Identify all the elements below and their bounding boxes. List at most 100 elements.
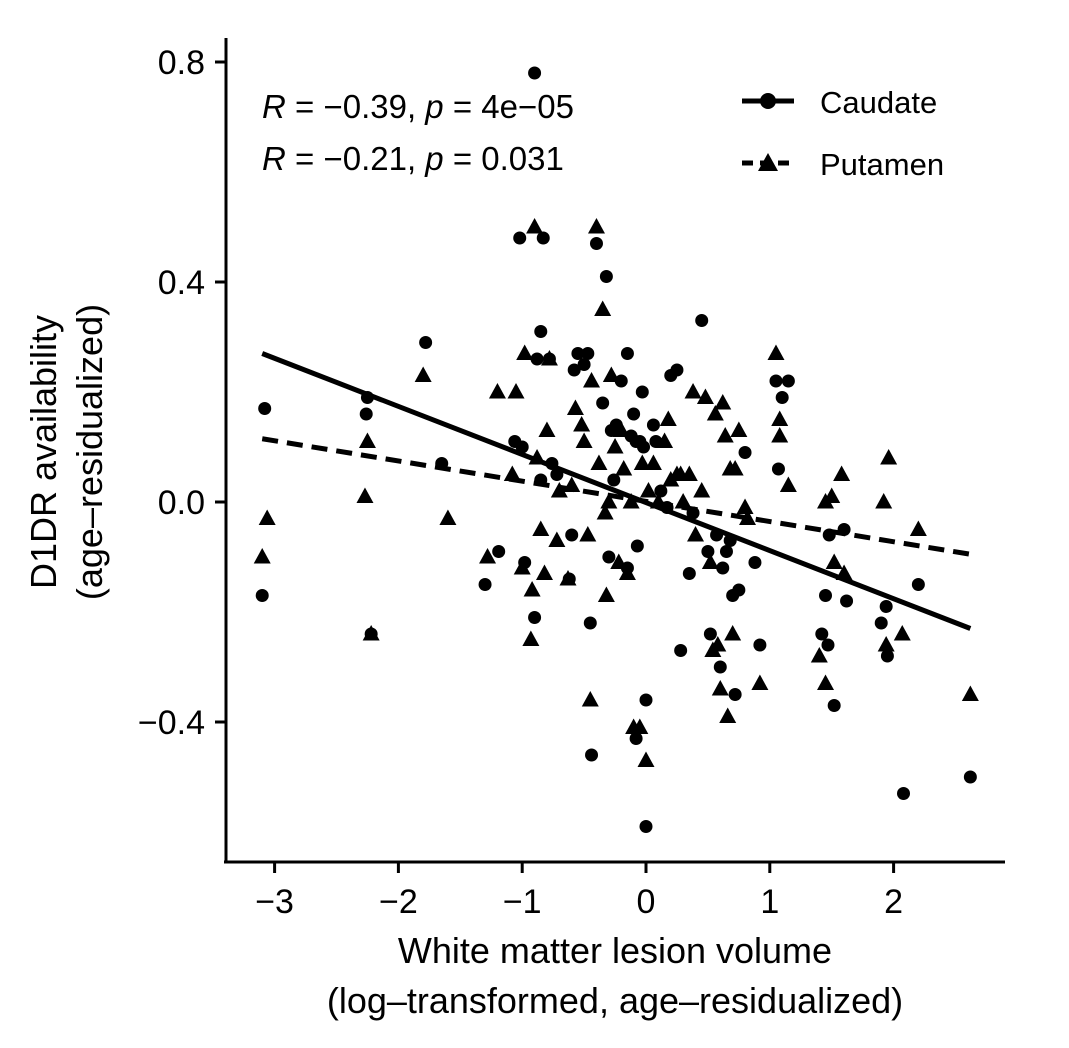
caudate-data-point (637, 440, 651, 454)
putamen-data-point (548, 531, 566, 547)
putamen-data-point (767, 344, 785, 360)
y-tick-label: 0.4 (158, 264, 205, 302)
annotation-putamen-stats: R = −0.21, p = 0.031 (262, 140, 564, 177)
putamen-data-point (600, 493, 618, 509)
putamen-data-point (730, 421, 748, 437)
legend-caudate-label: Caudate (820, 85, 937, 120)
caudate-data-point (492, 545, 506, 558)
putamen-data-point (622, 493, 640, 509)
putamen-data-point (532, 520, 550, 536)
annotation-p-value: 0.031 (481, 140, 564, 177)
putamen-data-point (513, 559, 531, 575)
putamen-data-point (779, 476, 797, 492)
caudate-data-point (577, 358, 591, 371)
caudate-data-point (536, 231, 550, 245)
caudate-data-point (719, 545, 733, 558)
x-tick-label: −2 (379, 883, 418, 921)
putamen-data-point (566, 399, 584, 415)
putamen-data-point (414, 366, 432, 382)
caudate-data-point (728, 688, 742, 701)
caudate-data-point (359, 407, 373, 421)
caudate-data-point (880, 649, 894, 663)
caudate-data-point (874, 616, 888, 630)
x-axis-title-line-1: White matter lesion volume (398, 930, 832, 971)
putamen-data-point (706, 405, 724, 421)
caudate-data-point (769, 374, 783, 388)
putamen-data-point (503, 465, 521, 481)
putamen-data-point (602, 366, 620, 382)
putamen-data-point (961, 685, 979, 701)
caudate-data-point (478, 578, 492, 591)
caudate-data-point (607, 473, 621, 487)
caudate-data-point (682, 567, 696, 580)
caudate-data-point (654, 484, 668, 498)
annotation-caudate-stats: R = −0.39, p = 4e−05 (262, 88, 574, 125)
caudate-data-point (515, 440, 529, 454)
putamen-data-point (594, 300, 612, 316)
putamen-regression-line (261, 436, 971, 557)
caudate-data-point (753, 638, 767, 652)
putamen-data-point (877, 636, 895, 652)
caudate-data-point (840, 594, 854, 608)
caudate-data-point (775, 391, 789, 404)
caudate-data-point (963, 770, 977, 784)
x-tick-label: 0 (637, 883, 656, 921)
legend-putamen-label: Putamen (820, 147, 944, 182)
putamen-data-point (833, 465, 851, 481)
caudate-data-point (738, 446, 752, 459)
y-axis-title-line-1: D1DR availability (23, 315, 64, 589)
putamen-data-point (893, 625, 911, 641)
y-axis-title-line-2: (age–residualized) (69, 304, 110, 600)
putamen-data-point (659, 410, 677, 426)
caudate-data-point (602, 550, 616, 564)
putamen-data-point (817, 674, 835, 690)
putamen-data-point (581, 691, 599, 707)
putamen-data-point (535, 564, 553, 580)
putamen-data-point (736, 498, 754, 514)
putamen-data-point (680, 465, 698, 481)
caudate-data-point (748, 556, 762, 569)
plot-area (253, 66, 979, 833)
caudate-regression-line (261, 351, 972, 631)
putamen-data-point (575, 432, 593, 448)
putamen-data-point (633, 454, 651, 470)
putamen-data-point (615, 460, 633, 476)
putamen-data-point (507, 383, 525, 399)
putamen-data-point (696, 388, 714, 404)
putamen-data-point (606, 438, 624, 454)
putamen-data-point (522, 630, 540, 646)
putamen-data-point (674, 493, 692, 509)
putamen-data-point (823, 487, 841, 503)
caudate-data-point (530, 352, 544, 366)
putamen-data-point (825, 553, 843, 569)
annotation-p-value: 4e−05 (481, 88, 574, 125)
putamen-data-point (550, 482, 568, 498)
putamen-data-point (751, 674, 769, 690)
putamen-data-point (362, 625, 380, 641)
caudate-data-point (815, 627, 829, 641)
putamen-data-point (596, 504, 614, 520)
putamen-data-point (253, 548, 271, 564)
caudate-data-point (911, 578, 925, 591)
caudate-data-point (567, 363, 581, 377)
caudate-data-point (713, 660, 727, 674)
putamen-data-point (579, 526, 597, 542)
putamen-data-point (610, 553, 628, 569)
putamen-data-point (714, 394, 732, 410)
legend: Caudate Putamen (742, 85, 944, 182)
x-tick-label: −1 (503, 883, 542, 921)
putamen-data-point (258, 509, 276, 525)
putamen-data-point (880, 449, 898, 465)
putamen-data-point (538, 421, 556, 437)
x-axis-title-line-2: (log–transformed, age–residualized) (327, 980, 903, 1021)
y-axis-title: D1DR availability (age–residualized) (23, 304, 110, 600)
putamen-data-point (631, 718, 649, 734)
svg-text:R = −0.21, p = 0.031: R = −0.21, p = 0.031 (262, 140, 564, 177)
caudate-data-point (701, 545, 715, 558)
x-tick-label: 2 (884, 883, 903, 921)
putamen-data-point (909, 520, 927, 536)
annotation-r-value: −0.21 (323, 140, 407, 177)
caudate-data-point (732, 583, 746, 597)
caudate-data-point (589, 237, 603, 250)
